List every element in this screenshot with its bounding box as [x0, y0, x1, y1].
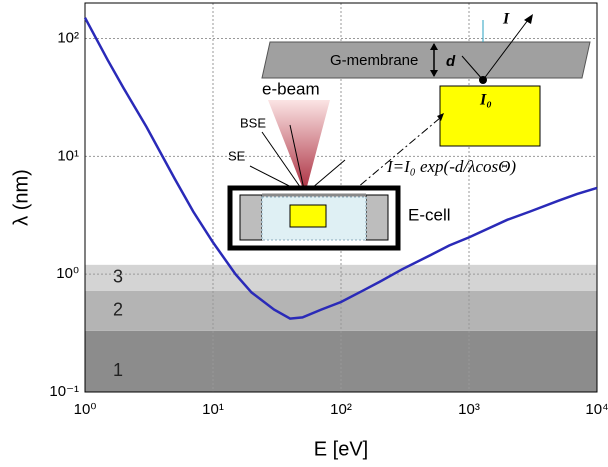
formula: I=I₀ exp(-d/λcosΘ): [386, 157, 516, 176]
x-tick-label: 10²: [330, 401, 352, 418]
cell-wall: [239, 194, 263, 241]
y-tick-label: 10¹: [57, 147, 79, 164]
curve: [83, 17, 598, 320]
dash-link: [344, 117, 441, 199]
i-label: I: [502, 11, 510, 28]
source-dot: [479, 76, 487, 84]
electron-beam: [268, 100, 330, 194]
angle-line: [461, 55, 484, 81]
d-label: d: [446, 53, 456, 70]
y-axis-label: λ (nm): [10, 169, 32, 226]
arrow-head: [430, 70, 438, 77]
band: [85, 330, 597, 392]
arrow-head: [437, 113, 444, 121]
inset-diagram: G-membrane d I I₀ I=I₀ exp(-d/λcosΘ) e-b…: [227, 11, 591, 251]
y-tick-label: 10⁰: [56, 265, 79, 282]
emission-ray: [482, 19, 529, 81]
beam-label: e-beam: [262, 79, 320, 98]
x-tick-label: 10³: [458, 401, 480, 418]
x-tick-label: 10⁰: [74, 401, 97, 418]
arrow-head: [524, 14, 533, 24]
cell-sample: [289, 204, 327, 228]
membrane-label: G-membrane: [330, 52, 418, 69]
sample: [439, 85, 541, 147]
y-tick-label: 10⁻¹: [49, 383, 79, 400]
i0-label: I₀: [479, 92, 492, 109]
bse-label: BSE: [240, 115, 266, 130]
x-tick-label: 10⁴: [585, 401, 608, 418]
band: [85, 264, 597, 291]
band-label: 3: [113, 267, 123, 287]
plot-frame: [84, 2, 598, 393]
membrane: [261, 41, 591, 79]
cell-label: E-cell: [408, 205, 451, 224]
band-label: 2: [113, 300, 123, 320]
x-axis-label: E [eV]: [314, 438, 368, 460]
x-tick-label: 10¹: [202, 401, 224, 418]
arrow-head: [430, 43, 438, 50]
se-label: SE: [228, 148, 246, 163]
band-label: 1: [113, 360, 123, 380]
cell-wall: [365, 194, 389, 241]
y-tick-label: 10²: [57, 29, 79, 46]
